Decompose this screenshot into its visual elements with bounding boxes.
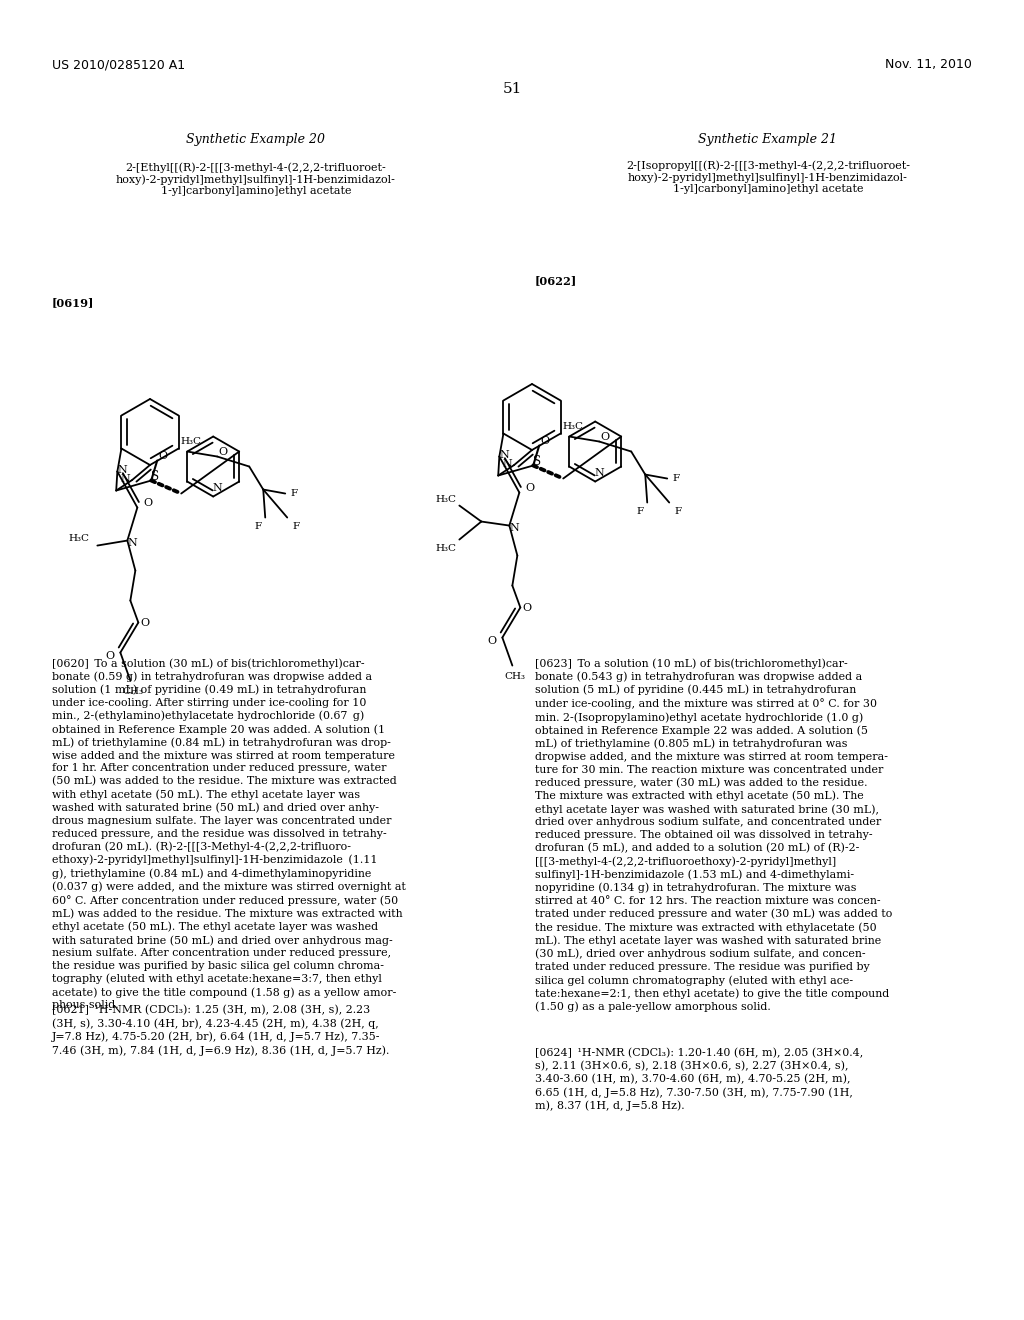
Text: [0621] ¹H-NMR (CDCl₃): 1.25 (3H, m), 2.08 (3H, s), 2.23
(3H, s), 3.30-4.10 (4H, : [0621] ¹H-NMR (CDCl₃): 1.25 (3H, m), 2.0… [52,1005,389,1056]
Text: F: F [293,521,300,531]
Text: N: N [500,450,509,459]
Text: O: O [140,618,150,627]
Text: 2-[Isopropyl[[(R)-2-[[[3-methyl-4-(2,2,2-trifluoroet-
hoxy)-2-pyridyl]methyl]sul: 2-[Isopropyl[[(R)-2-[[[3-methyl-4-(2,2,2… [626,160,910,194]
Text: O: O [219,446,227,457]
Text: [0623] To a solution (10 mL) of bis(trichloromethyl)car-
bonate (0.543 g) in tet: [0623] To a solution (10 mL) of bis(tric… [535,657,892,1012]
Text: CH₃: CH₃ [505,672,526,681]
Text: Nov. 11, 2010: Nov. 11, 2010 [885,58,972,71]
Text: N: N [127,537,137,548]
Text: N: N [502,459,512,469]
Text: H₃C: H₃C [69,535,90,543]
Text: O: O [523,602,531,612]
Text: F: F [673,474,680,483]
Text: H₃C: H₃C [436,495,457,504]
Text: US 2010/0285120 A1: US 2010/0285120 A1 [52,58,185,71]
Text: 2-[Ethyl[[(R)-2-[[[3-methyl-4-(2,2,2-trifluoroet-
hoxy)-2-pyridyl]methyl]sulfiny: 2-[Ethyl[[(R)-2-[[[3-methyl-4-(2,2,2-tri… [116,162,396,197]
Text: O: O [601,432,610,441]
Text: S: S [534,455,542,469]
Text: [0622]: [0622] [535,275,578,286]
Text: CH₃: CH₃ [123,686,143,696]
Text: N: N [594,467,604,478]
Text: [0619]: [0619] [52,297,94,308]
Text: [0620] To a solution (30 mL) of bis(trichloromethyl)car-
bonate (0.59 g) in tetr: [0620] To a solution (30 mL) of bis(tric… [52,657,406,1010]
Text: F: F [637,507,644,516]
Text: H₃C: H₃C [436,544,457,553]
Text: Synthetic Example 20: Synthetic Example 20 [186,133,326,147]
Text: S: S [152,470,160,483]
Text: N: N [120,474,130,484]
Text: N: N [510,523,519,532]
Text: H₃C: H₃C [180,437,202,446]
Text: O: O [143,498,153,508]
Text: O: O [105,651,115,660]
Text: [0624] ¹H-NMR (CDCl₃): 1.20-1.40 (6H, m), 2.05 (3H×0.4,
s), 2.11 (3H×0.6, s), 2.: [0624] ¹H-NMR (CDCl₃): 1.20-1.40 (6H, m)… [535,1048,863,1111]
Text: F: F [291,488,298,498]
Text: F: F [675,507,682,516]
Text: N: N [118,465,127,475]
Text: O: O [541,436,550,446]
Text: O: O [525,483,535,492]
Text: N: N [212,483,222,492]
Text: O: O [159,450,168,461]
Text: 51: 51 [503,82,521,96]
Text: H₃C: H₃C [563,422,584,432]
Text: F: F [255,521,262,531]
Text: Synthetic Example 21: Synthetic Example 21 [698,133,838,147]
Text: O: O [487,635,497,645]
